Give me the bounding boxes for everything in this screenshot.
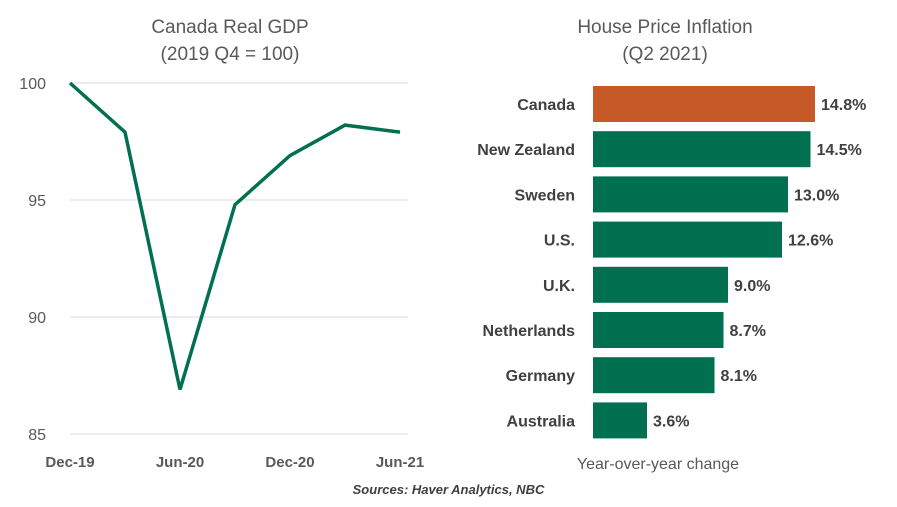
category-label: New Zealand xyxy=(477,142,575,159)
x-tick-label: Jun-21 xyxy=(376,454,424,471)
data-label: 13.0% xyxy=(794,187,839,204)
x-tick-label: Dec-19 xyxy=(45,454,94,471)
bar-u-k xyxy=(593,266,728,303)
category-label: Netherlands xyxy=(483,323,576,340)
data-label: 9.0% xyxy=(734,278,770,295)
bar-netherlands xyxy=(593,312,724,348)
category-label: U.K. xyxy=(543,278,575,295)
gdp-chart-subtitle: (2019 Q4 = 100) xyxy=(160,44,300,65)
category-label: Sweden xyxy=(515,187,575,204)
bar-new-zealand xyxy=(593,131,811,168)
y-tick-label: 90 xyxy=(28,310,46,327)
y-tick-label: 95 xyxy=(28,193,46,210)
x-axis-label: Year-over-year change xyxy=(577,456,739,473)
gdp-chart-title-line1: Canada Real GDP xyxy=(151,17,309,38)
y-tick-label: 85 xyxy=(28,427,46,444)
y-tick-label: 100 xyxy=(19,76,46,93)
house-price-bar-chart: Canada 14.8% New Zealand 14.5% Sweden 13.0% U.… xyxy=(477,86,866,473)
data-label: 8.1% xyxy=(721,368,757,385)
data-label: 14.5% xyxy=(817,142,862,159)
category-label: Germany xyxy=(506,368,575,385)
x-tick-label: Jun-20 xyxy=(156,454,204,471)
category-label: U.S. xyxy=(544,233,575,250)
bar-sweden xyxy=(593,176,788,213)
house-price-chart-title: House Price Inflation (Q2 2021) xyxy=(500,14,830,68)
data-label: 8.7% xyxy=(730,323,766,340)
data-label: 14.8% xyxy=(821,97,866,114)
data-label: 3.6% xyxy=(653,413,689,430)
gdp-line-chart: 100 95 90 85 Dec-19 Jun-20 Dec-20 Jun-21 xyxy=(19,76,424,471)
gdp-series-line xyxy=(68,81,401,391)
house-price-chart-title-line1: House Price Inflation xyxy=(577,17,753,38)
bar-u-s xyxy=(593,221,782,258)
category-label: Australia xyxy=(507,413,576,430)
gdp-chart-title: Canada Real GDP (2019 Q4 = 100) xyxy=(60,14,400,68)
bar-canada xyxy=(593,86,815,122)
data-label: 12.6% xyxy=(788,233,833,250)
source-note: Sources: Haver Analytics, NBC xyxy=(352,482,545,497)
category-label: Canada xyxy=(517,97,575,114)
x-tick-label: Dec-20 xyxy=(265,454,314,471)
bar-australia xyxy=(593,402,647,439)
house-price-chart-subtitle: (Q2 2021) xyxy=(622,44,708,65)
bar-germany xyxy=(593,357,715,394)
